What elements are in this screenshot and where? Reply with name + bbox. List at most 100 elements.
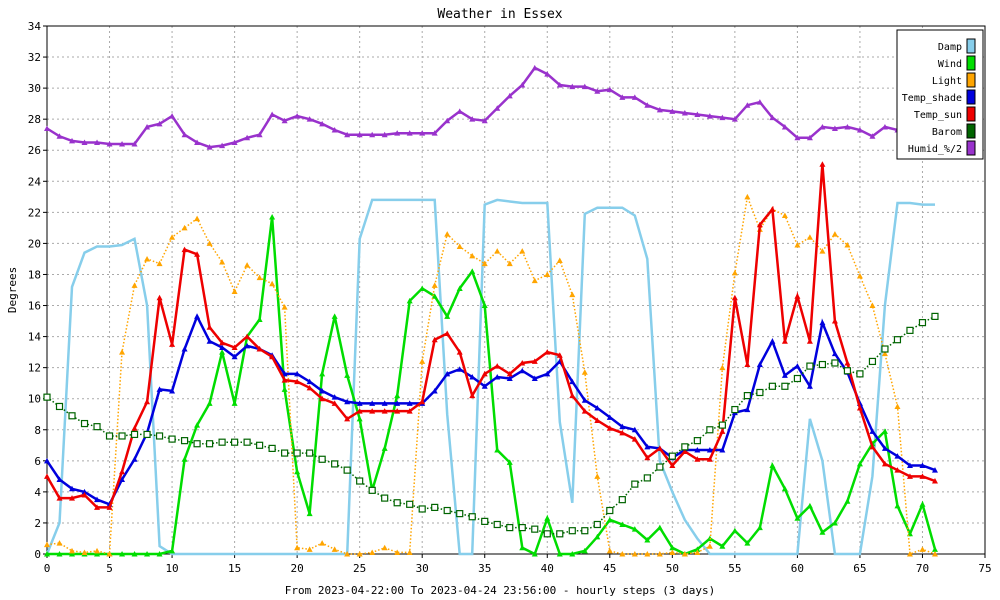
data-point [806,502,813,509]
data-point [56,476,63,482]
data-point [69,485,76,492]
legend-swatch [966,72,976,88]
x-tick-label: 20 [291,562,304,575]
data-point [356,131,363,138]
data-point [569,291,576,298]
data-point [343,466,351,474]
data-point [794,134,801,141]
data-point [394,549,401,555]
data-point [144,255,151,262]
data-point [119,468,126,475]
y-tick-label: 0 [34,548,41,561]
data-point [593,520,601,529]
data-point [443,506,451,515]
data-point [919,546,926,552]
data-point [456,108,463,114]
data-point [481,383,488,389]
data-point [319,395,326,402]
data-point [306,449,314,457]
data-point [55,402,64,411]
data-point [868,357,877,366]
data-point [606,506,614,515]
data-point [806,134,813,141]
data-point [581,83,588,90]
data-point [81,488,88,495]
data-point [619,94,626,100]
data-point [381,445,388,451]
data-point [644,454,651,461]
data-point [394,400,401,406]
data-point [331,313,338,319]
data-point [631,426,638,433]
data-point [694,111,701,118]
data-point [356,400,363,406]
data-point [469,116,476,122]
legend-label: Temp_sun [914,110,962,121]
data-point [506,459,513,465]
data-point [831,519,838,526]
data-point [269,353,276,360]
data-point [231,353,238,360]
data-point [143,430,151,439]
data-point [80,419,89,428]
data-point [231,288,238,295]
y-tick-label: 28 [28,113,41,126]
data-point [144,551,151,557]
data-point [44,473,50,479]
data-point [656,445,663,451]
data-point [894,467,901,473]
data-point [844,123,851,130]
data-point [168,435,176,443]
data-point [756,361,763,368]
data-point [106,141,113,147]
x-tick-label: 0 [44,562,51,575]
data-point [594,473,601,479]
data-point [244,333,251,340]
data-point [69,551,76,557]
data-point [369,408,376,414]
legend-swatch [966,106,976,122]
data-point [194,313,201,319]
data-point [44,125,50,131]
data-point [418,505,426,513]
data-point [381,544,388,551]
data-point [219,349,226,355]
data-point [481,260,488,267]
data-point [893,336,902,344]
data-point [643,474,651,482]
data-point [106,504,113,510]
data-point [344,398,351,405]
data-point [794,515,801,521]
data-point [606,547,613,554]
data-point [919,501,926,507]
data-point [94,551,101,557]
data-point [356,551,363,557]
data-point [68,412,76,420]
data-point [743,392,751,400]
legend-label: Temp_shade [902,93,962,104]
data-point [294,544,301,551]
data-point [56,133,63,139]
data-point [456,285,463,291]
data-point [856,127,863,133]
legend-label: Wind [938,59,962,70]
x-tick-label: 55 [728,562,741,575]
data-point [344,131,351,138]
data-point [843,367,852,375]
data-point [44,457,50,464]
data-point [569,392,576,399]
data-point [419,358,426,364]
data-point [318,455,326,463]
data-point [781,123,788,130]
data-point [281,117,288,124]
data-point [231,139,238,145]
data-point [130,430,139,439]
data-point [631,551,638,557]
data-point [269,280,276,287]
data-point [119,141,126,147]
x-tick-label: 45 [603,562,616,575]
data-point [706,543,713,549]
chart-title: Weather in Essex [437,7,562,22]
data-point [693,437,701,445]
data-point [769,206,776,212]
